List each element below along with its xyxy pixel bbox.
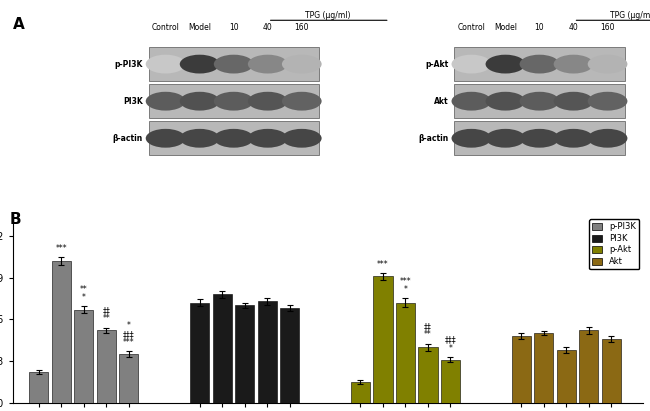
Ellipse shape xyxy=(146,92,185,111)
Text: ***: *** xyxy=(55,244,67,252)
Ellipse shape xyxy=(554,129,593,148)
Ellipse shape xyxy=(146,55,185,74)
Text: *: * xyxy=(404,285,408,294)
Ellipse shape xyxy=(282,129,322,148)
Text: 160: 160 xyxy=(601,23,615,32)
Text: PI3K: PI3K xyxy=(123,97,143,106)
Bar xyxy=(213,294,231,403)
Text: p-Akt: p-Akt xyxy=(426,60,448,69)
Ellipse shape xyxy=(452,92,491,111)
Ellipse shape xyxy=(214,55,254,74)
Ellipse shape xyxy=(146,129,185,148)
Bar xyxy=(396,302,415,403)
Ellipse shape xyxy=(486,55,525,74)
Bar xyxy=(512,336,531,403)
FancyBboxPatch shape xyxy=(149,121,318,155)
Bar xyxy=(52,261,71,403)
Text: Model: Model xyxy=(494,23,517,32)
Ellipse shape xyxy=(214,129,254,148)
FancyBboxPatch shape xyxy=(454,47,625,81)
Text: β-actin: β-actin xyxy=(112,134,143,143)
Bar xyxy=(119,354,138,403)
FancyBboxPatch shape xyxy=(454,121,625,155)
Ellipse shape xyxy=(452,129,491,148)
Text: 10: 10 xyxy=(229,23,239,32)
Ellipse shape xyxy=(248,55,287,74)
Legend: p-PI3K, PI3K, p-Akt, Akt: p-PI3K, PI3K, p-Akt, Akt xyxy=(589,219,640,269)
Text: Control: Control xyxy=(151,23,179,32)
Text: p-PI3K: p-PI3K xyxy=(114,60,143,69)
Ellipse shape xyxy=(180,92,220,111)
Text: 160: 160 xyxy=(294,23,309,32)
Text: Akt: Akt xyxy=(434,97,448,106)
Bar xyxy=(190,302,209,403)
Ellipse shape xyxy=(588,55,627,74)
Text: **: ** xyxy=(103,314,110,323)
Ellipse shape xyxy=(452,55,491,74)
Text: 10: 10 xyxy=(535,23,544,32)
Text: ‡‡: ‡‡ xyxy=(424,322,432,331)
Ellipse shape xyxy=(554,92,593,111)
Bar xyxy=(602,339,621,403)
Text: ‡‡‡: ‡‡‡ xyxy=(123,330,135,339)
Text: Model: Model xyxy=(188,23,211,32)
Ellipse shape xyxy=(588,129,627,148)
Bar xyxy=(235,305,254,403)
Bar xyxy=(351,382,370,403)
Ellipse shape xyxy=(180,55,220,74)
Ellipse shape xyxy=(519,55,560,74)
Ellipse shape xyxy=(554,55,593,74)
Text: **: ** xyxy=(80,284,88,293)
Ellipse shape xyxy=(519,129,560,148)
Text: 40: 40 xyxy=(569,23,578,32)
Text: *: * xyxy=(448,344,452,353)
Bar xyxy=(257,301,277,403)
Text: TPG (μg/ml): TPG (μg/ml) xyxy=(610,11,650,20)
Ellipse shape xyxy=(588,92,627,111)
Ellipse shape xyxy=(248,129,287,148)
Text: Control: Control xyxy=(458,23,486,32)
Bar xyxy=(534,333,553,403)
Text: ***: *** xyxy=(377,259,389,268)
Ellipse shape xyxy=(214,92,254,111)
Text: ***: *** xyxy=(400,277,411,286)
Bar xyxy=(280,308,299,403)
Text: B: B xyxy=(10,212,21,226)
Text: ‡‡‡: ‡‡‡ xyxy=(445,335,456,344)
Bar xyxy=(579,330,599,403)
Text: ***: *** xyxy=(123,338,135,347)
Bar xyxy=(419,347,437,403)
FancyBboxPatch shape xyxy=(149,47,318,81)
Text: TPG (μg/ml): TPG (μg/ml) xyxy=(305,11,350,20)
Bar xyxy=(97,330,116,403)
Text: *: * xyxy=(127,321,131,330)
Bar xyxy=(74,309,94,403)
Ellipse shape xyxy=(248,92,287,111)
Text: β-actin: β-actin xyxy=(419,134,448,143)
FancyBboxPatch shape xyxy=(149,84,318,118)
Bar xyxy=(441,360,460,403)
Ellipse shape xyxy=(486,92,525,111)
FancyBboxPatch shape xyxy=(454,84,625,118)
Ellipse shape xyxy=(519,92,560,111)
Ellipse shape xyxy=(282,55,322,74)
Bar xyxy=(29,372,48,403)
Ellipse shape xyxy=(282,92,322,111)
Ellipse shape xyxy=(180,129,220,148)
Text: ‡‡: ‡‡ xyxy=(103,306,110,315)
Bar xyxy=(557,350,576,403)
Bar xyxy=(373,276,393,403)
Text: A: A xyxy=(13,17,25,32)
Text: *: * xyxy=(82,293,86,302)
Text: 40: 40 xyxy=(263,23,272,32)
Ellipse shape xyxy=(486,129,525,148)
Text: **: ** xyxy=(424,330,432,339)
